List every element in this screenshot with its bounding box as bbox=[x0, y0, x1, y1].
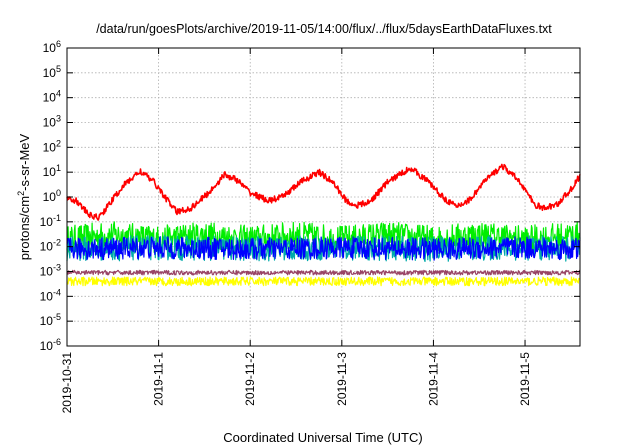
y-tick-label: 105 bbox=[43, 64, 61, 80]
y-tick-label: 104 bbox=[43, 89, 61, 105]
y-tick-base: 10 bbox=[40, 240, 54, 254]
y-tick-exp: 3 bbox=[56, 114, 61, 124]
x-axis-ticks: 2019-10-31 2019-11-1 2019-11-2 2019-11-3 201… bbox=[60, 48, 532, 413]
y-tick-base: 10 bbox=[43, 116, 57, 130]
y-tick-exp: 6 bbox=[56, 39, 61, 49]
y-tick-label: 10-3 bbox=[40, 263, 61, 279]
y-tick-base: 10 bbox=[40, 265, 54, 279]
y-axis-label-base: protons/cm bbox=[17, 196, 32, 260]
x-tick-label: 2019-11-4 bbox=[426, 352, 440, 406]
y-tick-exp: -5 bbox=[53, 312, 61, 322]
series-line bbox=[66, 276, 581, 287]
x-tick-label: 2019-11-1 bbox=[152, 352, 166, 406]
y-tick-exp: 4 bbox=[56, 89, 61, 99]
y-tick-label: 102 bbox=[43, 138, 61, 154]
y-tick-label: 10-6 bbox=[40, 337, 61, 353]
y-tick-exp: -3 bbox=[53, 263, 61, 273]
x-tick-label: 2019-11-2 bbox=[243, 352, 257, 406]
x-axis-label: Coordinated Universal Time (UTC) bbox=[223, 430, 422, 445]
series-lines bbox=[66, 163, 581, 287]
y-tick-exp: -1 bbox=[53, 213, 61, 223]
y-tick-base: 10 bbox=[43, 140, 57, 154]
y-axis-label-sup: 2 bbox=[16, 191, 26, 196]
y-axis-label-rest: -s-sr-MeV bbox=[17, 133, 32, 190]
chart-title: /data/run/goesPlots/archive/2019-11-05/1… bbox=[96, 22, 552, 36]
y-tick-label: 100 bbox=[43, 188, 61, 204]
y-tick-label: 10-2 bbox=[40, 238, 61, 254]
y-tick-base: 10 bbox=[40, 339, 54, 353]
y-tick-exp: -2 bbox=[53, 238, 61, 248]
y-tick-label: 106 bbox=[43, 39, 61, 55]
y-tick-base: 10 bbox=[43, 190, 57, 204]
y-tick-base: 10 bbox=[40, 289, 54, 303]
y-tick-label: 103 bbox=[43, 114, 61, 130]
y-tick-base: 10 bbox=[43, 91, 57, 105]
y-tick-base: 10 bbox=[40, 314, 54, 328]
y-tick-exp: -6 bbox=[53, 337, 61, 347]
y-tick-label: 10-1 bbox=[40, 213, 61, 229]
y-tick-label: 10-4 bbox=[40, 287, 61, 303]
y-axis-ticks: 10-610-510-410-310-210-11001011021031041… bbox=[40, 39, 580, 353]
y-tick-exp: 0 bbox=[56, 188, 61, 198]
y-tick-exp: 1 bbox=[56, 163, 61, 173]
y-axis-label: protons/cm2-s-sr-MeV bbox=[16, 133, 32, 260]
x-tick-label: 2019-11-5 bbox=[518, 352, 532, 406]
y-tick-exp: -4 bbox=[53, 287, 61, 297]
y-tick-base: 10 bbox=[40, 215, 54, 229]
series-line bbox=[66, 269, 581, 276]
series-line bbox=[66, 163, 581, 221]
x-tick-label: 2019-11-3 bbox=[335, 352, 349, 406]
series-line bbox=[66, 236, 581, 261]
y-tick-base: 10 bbox=[43, 41, 57, 55]
grid-lines bbox=[67, 48, 580, 346]
y-tick-exp: 2 bbox=[56, 138, 61, 148]
y-tick-exp: 5 bbox=[56, 64, 61, 74]
y-tick-label: 10-5 bbox=[40, 312, 61, 328]
x-tick-label: 2019-10-31 bbox=[60, 352, 74, 414]
y-tick-base: 10 bbox=[43, 165, 57, 179]
y-tick-base: 10 bbox=[43, 66, 57, 80]
y-tick-label: 101 bbox=[43, 163, 61, 179]
